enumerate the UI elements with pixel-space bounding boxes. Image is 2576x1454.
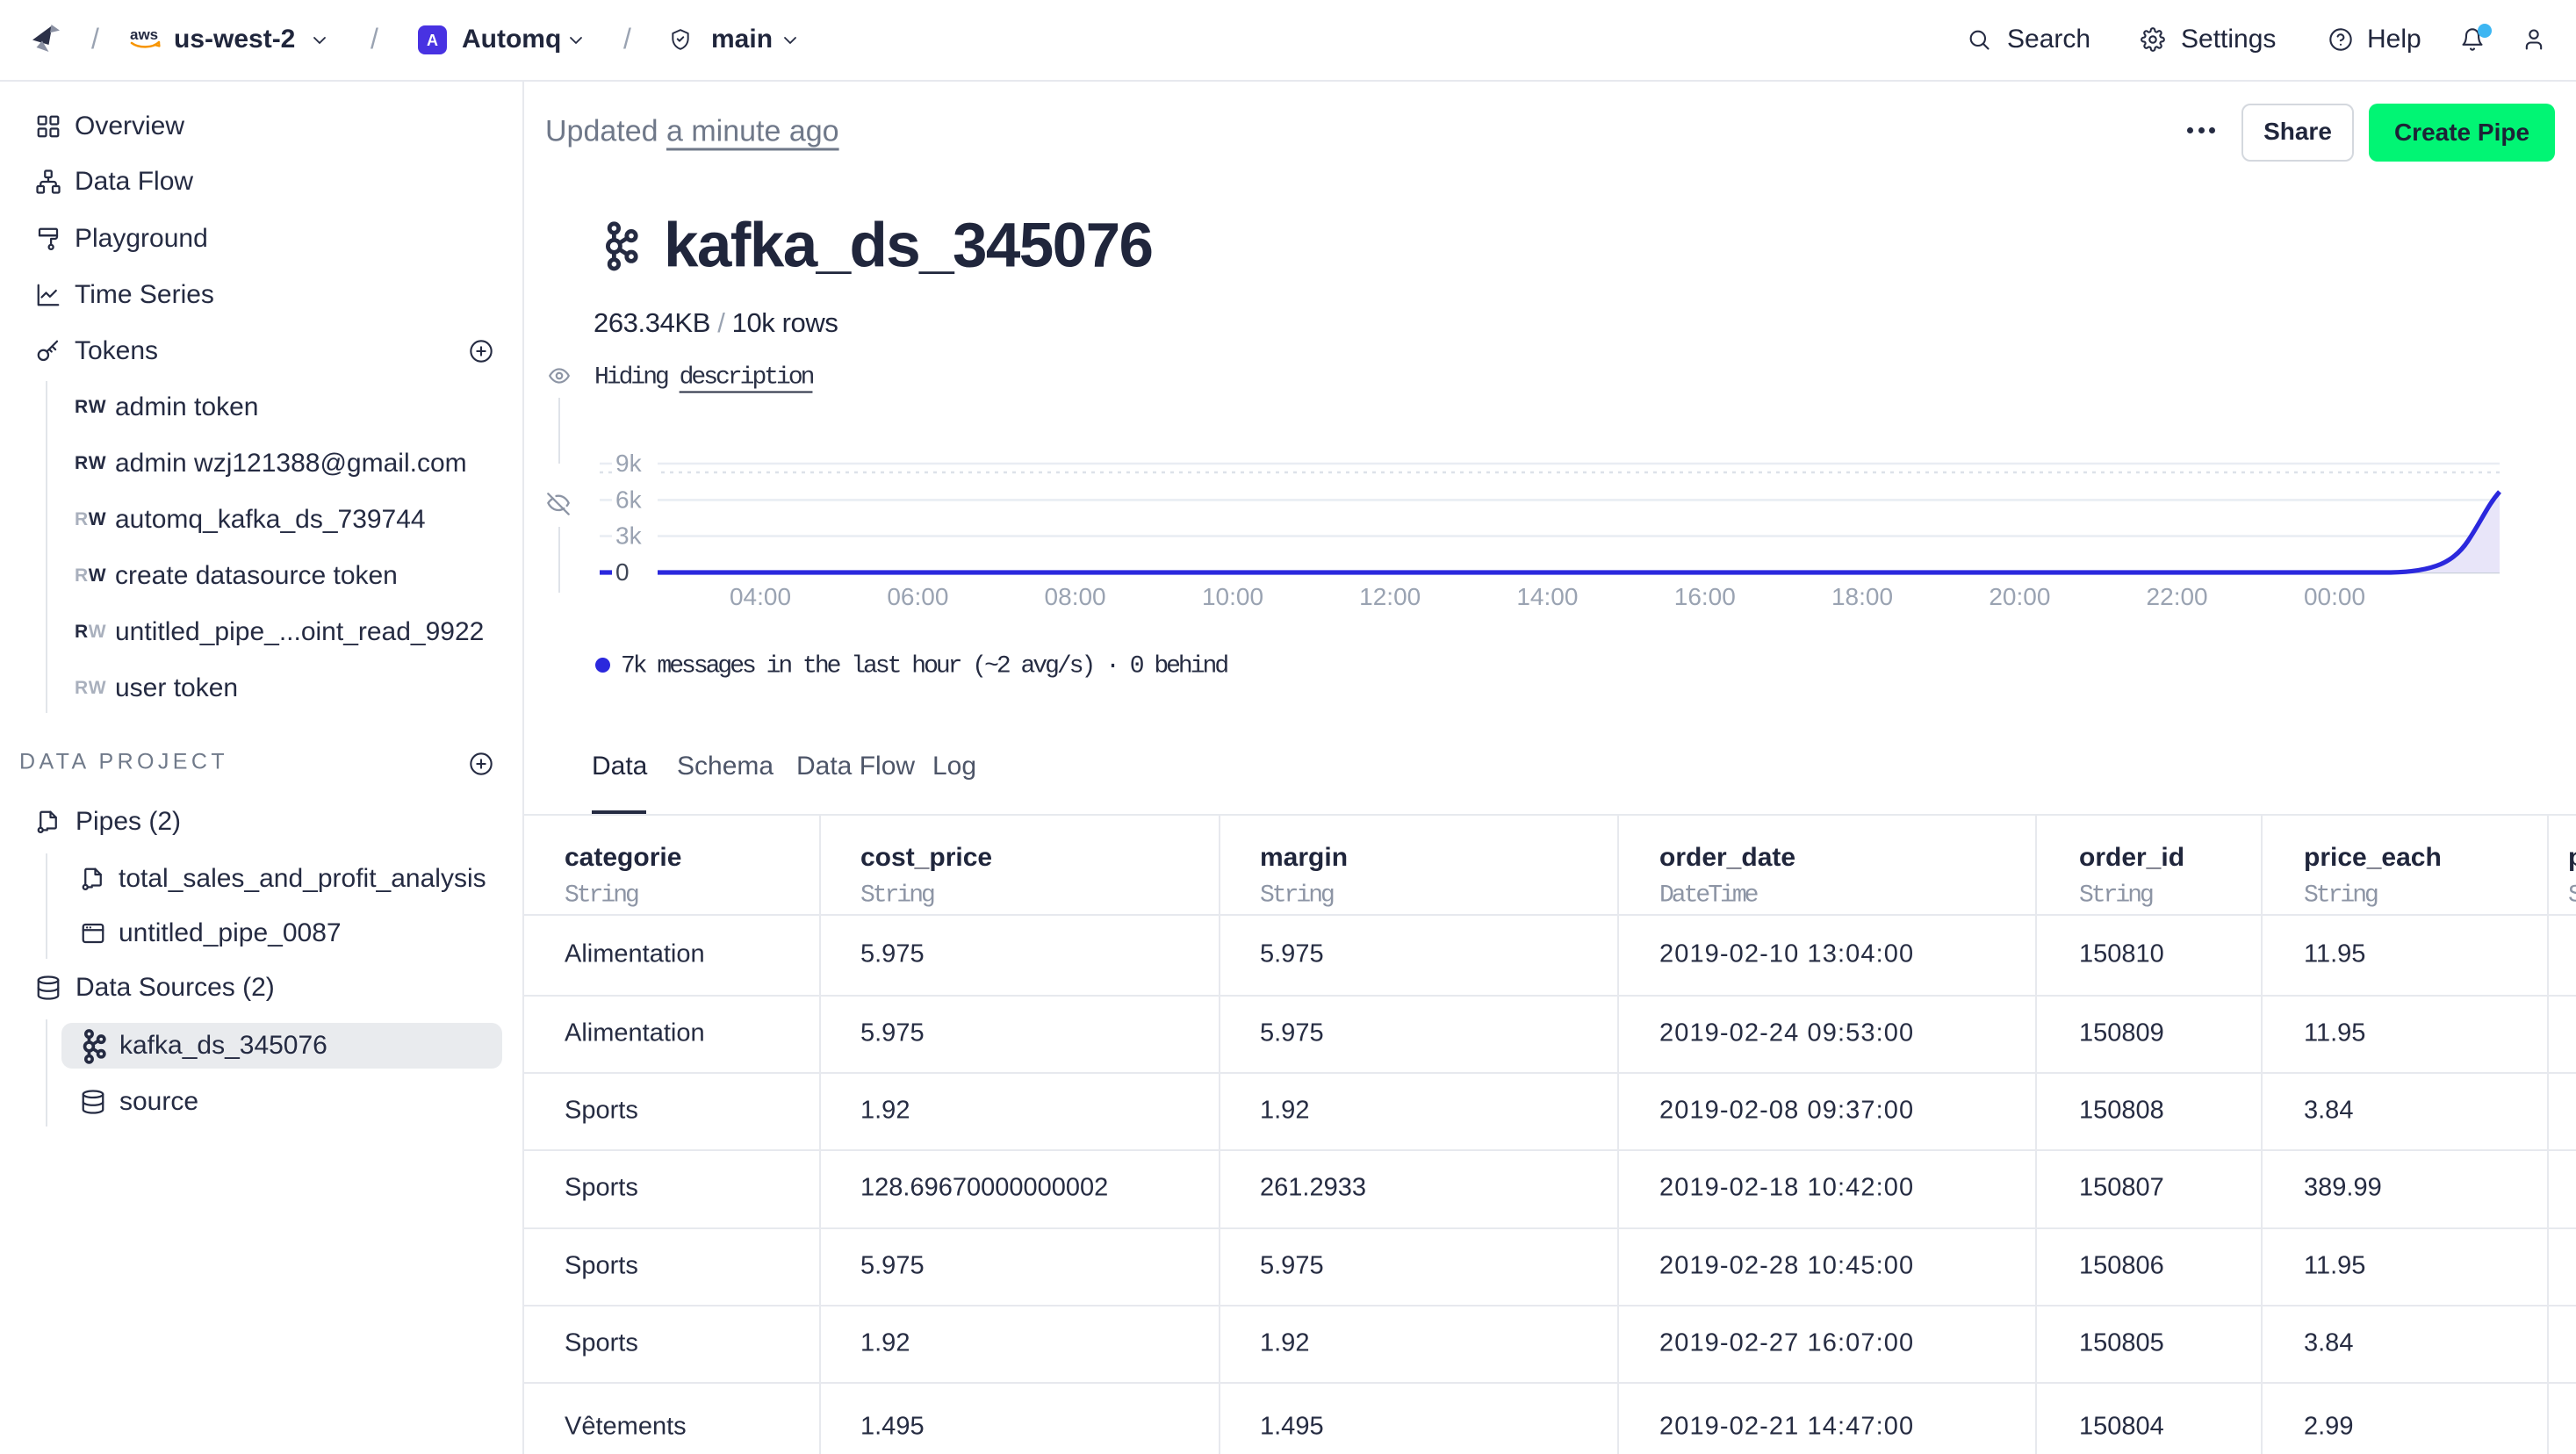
svg-text:14:00: 14:00: [1516, 583, 1578, 610]
svg-text:22:00: 22:00: [2147, 583, 2208, 610]
svg-text:18:00: 18:00: [1831, 583, 1893, 610]
svg-text:08:00: 08:00: [1045, 583, 1106, 610]
svg-text:9k: 9k: [615, 450, 643, 477]
svg-text:20:00: 20:00: [1989, 583, 2050, 610]
svg-text:aws: aws: [130, 26, 158, 43]
svg-text:04:00: 04:00: [730, 583, 791, 610]
svg-text:3k: 3k: [615, 522, 643, 550]
svg-text:06:00: 06:00: [887, 583, 948, 610]
svg-text:16:00: 16:00: [1674, 583, 1736, 610]
svg-text:10:00: 10:00: [1202, 583, 1263, 610]
svg-text:12:00: 12:00: [1359, 583, 1421, 610]
svg-text:00:00: 00:00: [2304, 583, 2365, 610]
svg-text:6k: 6k: [615, 486, 643, 513]
svg-text:0: 0: [615, 558, 630, 586]
